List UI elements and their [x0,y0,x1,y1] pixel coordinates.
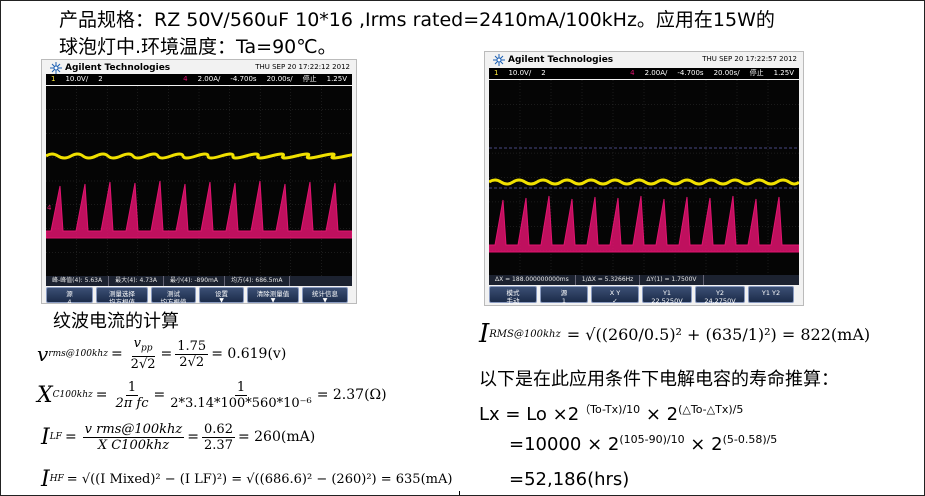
softkey-statistics[interactable]: 统计信息 ▼ [302,287,348,303]
measurement-item: 最大(4): 4.73A [109,276,164,286]
ch1-scale: 10.0V/ [65,75,89,83]
life-formula-line-1: Lx = Lo ×2（To-Tx)/10 × 2(△To-△Tx)/5 [479,403,744,425]
ch4-number: 4 [630,69,635,77]
softkey-xy[interactable]: X Y ✓ [591,286,639,305]
formula-ilf: I LF = v rms@100khz X C100khz = 0.62 2.37 =… [41,421,316,453]
softkey-y1-y2[interactable]: Y1 Y2 [748,286,794,303]
ch4-number: 4 [183,75,188,83]
time-offset: -4.700s [230,75,257,83]
measurement-bar: 峰-峰值(4): 5.63A 最大(4): 4.73A 最小(4): -890m… [46,276,352,286]
arrow-down-icon: ▼ [322,297,328,304]
ch4-scale: 2.00A/ [644,69,668,77]
time-scale: 20.00s/ [713,69,740,77]
softkey-source[interactable]: 源 1 [540,286,588,305]
softkey-measure-select[interactable]: 测量选择 均方根值 [96,287,148,303]
magenta-trace [45,180,353,239]
yellow-trace [45,152,356,160]
softkey-settings[interactable]: 设置 ▼ [199,287,244,303]
time-offset: -4.700s [677,69,704,77]
ch4-ground-marker: 4 [47,204,52,212]
brand-label: Agilent Technologies [65,63,171,73]
agilent-logo-icon [493,54,505,66]
softkey-row: 模式 手动 源 1 X Y ✓ Y1 22.5250V Y2 24.2750V … [489,286,794,305]
softkey-row: 源 4 测量选择 均方根值 测试 均方根值 设置 ▼ 清除测量值 ▼ 统计信息 … [46,287,348,303]
time-scale: 20.00s/ [266,75,293,83]
run-state: 停止 [749,69,764,77]
brand-label: Agilent Technologies [508,55,614,65]
trigger-level: 1.25V [326,75,347,83]
ch1-number: 1 [494,69,499,77]
ch1-number: 1 [51,75,56,83]
ch2-number: 2 [98,75,103,83]
scope-brand: Agilent Technologies [493,54,613,66]
arrow-down-icon: ▼ [270,297,276,304]
measurement-item: ΔX = 188.000000000ms [489,275,576,285]
scope-screenshot-left: Agilent Technologies THU SEP 20 17:22:12… [41,59,357,304]
measurement-item: 峰-峰值(4): 5.63A [46,276,110,286]
softkey-clear-measurements[interactable]: 清除测量值 ▼ [247,287,299,303]
arrow-down-icon: ▼ [219,297,224,304]
scope-status-bar: 1 10.0V/ 2 4 2.00A/ -4.700s 20.00s/ 停止 1… [46,74,352,85]
intro-text: 产品规格：RZ 50V/560uF 10*16 ,Irms rated=2410… [59,7,775,61]
intro-line-2: 球泡灯中.环境温度：Ta=90℃。 [59,36,337,58]
formula-irms: I RMS@100khz = √((260/0.5)² + (635/1)²) =… [479,319,871,349]
measurement-item: 均方(4): 686.5mA [225,276,290,286]
scope-screenshot-right: Agilent Technologies THU SEP 20 17:22:57… [484,51,804,306]
scope-status-bar: 1 10.0V/ 2 4 2.00A/ -4.700s 20.00s/ 停止 1… [489,68,799,79]
ch1-scale: 10.0V/ [508,69,532,77]
waveform-plot [488,80,801,275]
divider-tick [459,491,460,495]
ch4-scale: 2.00A/ [197,75,221,83]
magenta-trace [488,195,800,253]
measurement-item: 最小(4): -890mA [164,276,225,286]
softkey-test[interactable]: 测试 均方根值 [151,287,196,303]
scope-timestamp: THU SEP 20 17:22:12 2012 [255,63,350,71]
scope-brand: Agilent Technologies [50,62,170,74]
softkey-y2[interactable]: Y2 24.2750V [695,286,745,305]
softkey-source[interactable]: 源 4 [46,287,93,303]
life-formula-line-2: =10000 × 2(105-90)/10 × 2(5-0.58)/5 [509,433,778,455]
trigger-level: 1.25V [773,69,794,77]
yellow-trace [488,178,801,186]
waveform-display: 4 [45,86,356,276]
measurement-item: ΔY(1) = 1.7500V [640,275,704,285]
measurement-item: 1/ΔX = 5.3266Hz [576,275,641,285]
waveform-display [488,80,801,275]
measurement-bar: ΔX = 188.000000000ms 1/ΔX = 5.3266Hz ΔY(… [489,275,799,285]
waveform-plot: 4 [45,86,356,276]
ripple-calc-heading: 纹波电流的计算 [53,311,179,332]
formula-ihf: I HF = √((I Mixed)² − (I LF)²) = √((686.6… [41,466,453,492]
run-state: 停止 [302,75,317,83]
intro-line-1: 产品规格：RZ 50V/560uF 10*16 ,Irms rated=2410… [59,9,775,31]
formula-xc: X C100khz = 1 2π fc = 1 2*3.14*100*560*10⁻⁶… [37,379,387,411]
scope-timestamp: THU SEP 20 17:22:57 2012 [702,55,797,63]
softkey-y1[interactable]: Y1 22.5250V [642,286,692,305]
life-result: =52,186(hrs) [509,469,630,490]
softkey-mode[interactable]: 模式 手动 [489,286,537,305]
ch2-number: 2 [541,69,546,77]
formula-vrms: v rms@100khz = vpp 2√2 = 1.75 2√2 = 0.619(v… [37,335,287,373]
agilent-logo-icon [50,62,62,74]
life-heading: 以下是在此应用条件下电解电容的寿命推算： [479,369,839,390]
